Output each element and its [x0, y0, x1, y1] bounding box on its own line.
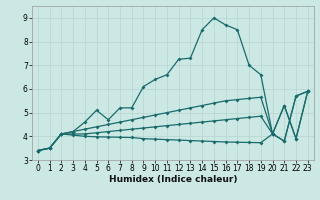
- X-axis label: Humidex (Indice chaleur): Humidex (Indice chaleur): [108, 175, 237, 184]
